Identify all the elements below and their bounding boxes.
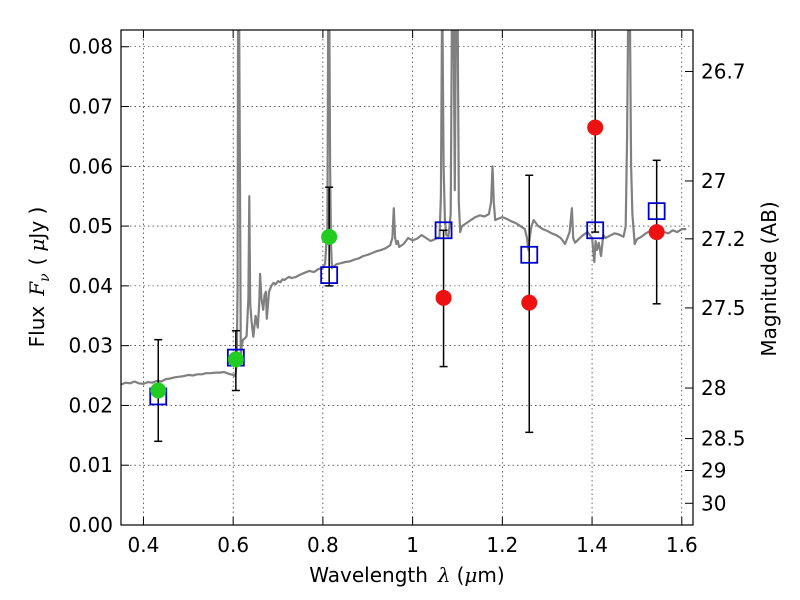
measurement-point [321, 228, 338, 245]
y-tick-label: 0.05 [68, 214, 113, 238]
y2-tick-label: 28 [701, 376, 726, 400]
y-axis-label: FluxFν(μJy ) [25, 207, 53, 348]
y-tick-label: 0.06 [68, 154, 113, 178]
x-tick-label: 1.2 [486, 533, 518, 557]
x-tick-label: 1.6 [666, 533, 698, 557]
y2-axis-label: Magnitude (AB) [757, 201, 781, 356]
plot-frame [120, 29, 694, 526]
model-photometry-square [586, 221, 605, 240]
x-tick-label: 0.4 [128, 533, 160, 557]
measurement-point [587, 119, 604, 136]
y-tick-label: 0.03 [68, 334, 113, 358]
y-tick-label: 0.04 [68, 274, 113, 298]
marker-layer [149, 119, 666, 406]
measurement-point [648, 224, 665, 241]
measurement-point [435, 289, 452, 306]
y2-tick-label: 27.5 [701, 296, 746, 320]
y2-tick-label: 27.2 [701, 227, 746, 251]
y2-tick-label: 27 [701, 169, 726, 193]
plot-area [121, 30, 693, 525]
grid [121, 30, 693, 526]
model-photometry-square [647, 202, 666, 221]
measurement-point [150, 382, 167, 399]
x-tick-label: 0.8 [307, 533, 339, 557]
x-tick-label: 0.6 [217, 533, 249, 557]
y-tick-label: 0.00 [68, 513, 113, 537]
model-photometry-square [320, 266, 339, 285]
y2-tick-label: 28.5 [701, 427, 746, 451]
x-tick-label: 1.4 [576, 533, 608, 557]
x-tick-label: 1 [406, 533, 419, 557]
y-tick-label: 0.01 [68, 453, 113, 477]
measurement-point [521, 294, 538, 311]
measurement-point [227, 351, 244, 368]
y2-tick-label: 30 [701, 491, 726, 515]
y-tick-label: 0.02 [68, 393, 113, 417]
y2-tick-label: 29 [701, 458, 726, 482]
axis-ticks: 0.4 0.6 0.8 1 1.2 1.4 1.6 0.00 0.01 0.02 0.03 0.04 0… [68, 30, 746, 557]
y2-tick-label: 26.7 [701, 59, 746, 83]
y-tick-label: 0.07 [68, 95, 113, 119]
model-photometry-square [434, 221, 453, 240]
x-axis-label: Wavelength λ (μm) [309, 563, 504, 587]
y-tick-label: 0.08 [68, 35, 113, 59]
model-photometry-square [520, 245, 539, 264]
